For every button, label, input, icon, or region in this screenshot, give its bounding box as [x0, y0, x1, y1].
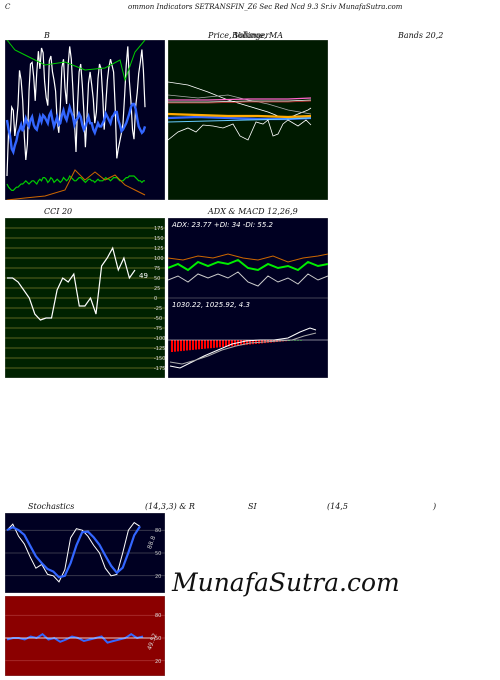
rsi-tick-label: 50 — [155, 636, 161, 642]
price-panel — [168, 40, 328, 200]
macd-hist-bar — [252, 340, 254, 345]
stoch-tick-label: 20 — [155, 574, 161, 580]
cci-tick-label: -25 — [154, 306, 162, 312]
cci-tick-label: 50 — [154, 276, 160, 282]
macd-hist-bar — [219, 340, 221, 348]
price-ma-red — [168, 100, 312, 104]
c-mark: C — [5, 3, 11, 11]
stoch-value-label: 88.8 — [146, 535, 157, 550]
stoch-d-line — [6, 525, 141, 579]
cci-title: CCI 20 — [44, 207, 73, 216]
stoch-title-si: SI — [248, 502, 257, 511]
macd-hist-bar — [201, 340, 203, 349]
bb-middle-line — [5, 102, 147, 156]
macd-hist-bar — [174, 340, 176, 352]
rsi-tick-label: 20 — [155, 659, 161, 665]
cci-tick-label: 100 — [154, 256, 164, 262]
macd-hist-bar — [249, 340, 251, 345]
watermark: MunafaSutra.com — [172, 568, 400, 597]
macd-hist-bar — [198, 340, 200, 350]
cci-panel: 175 150 125 100 75 50 25 0 -25 -50 -75 -100 -125 -150… — [5, 218, 165, 378]
stoch-title-param: (14,5 — [327, 502, 348, 511]
bb-lower-band-line — [6, 169, 146, 200]
price-title: Price, Volume, MA — [208, 31, 284, 40]
macd-hist-bar — [210, 340, 212, 349]
cci-line — [7, 246, 136, 321]
bands-title: Bands 20,2 — [398, 31, 444, 40]
macd-hist-bar — [243, 340, 245, 346]
bb-upper-band-line — [6, 40, 146, 82]
rsi-tick-label: 80 — [155, 613, 161, 619]
macd-hist-bar — [222, 340, 224, 347]
stochastics-panel: 80 50 20 88.8 — [5, 513, 165, 593]
macd-hist-bar — [183, 340, 185, 351]
bb-volume-line — [6, 174, 145, 191]
macd-hist-bar — [171, 340, 173, 352]
price-ma-pink — [168, 97, 312, 101]
macd-hist-bar — [189, 340, 191, 351]
stoch-title-left: Stochastics — [28, 502, 75, 511]
cci-tick-label: -175 — [154, 366, 165, 372]
cci-tick-label: 175 — [154, 226, 164, 232]
cci-tick-label: 25 — [154, 286, 160, 292]
price-ma-white-2 — [168, 99, 312, 103]
rsi-line — [6, 632, 144, 644]
macd-hist-bar — [216, 340, 218, 348]
adx-title: ADX & MACD 12,26,9 — [208, 207, 298, 216]
cci-tick-label: 125 — [154, 246, 164, 252]
macd-hist-bar — [192, 340, 194, 350]
stoch-title-mid: (14,3,3) & R — [145, 502, 195, 511]
macd-hist-bar — [228, 340, 230, 347]
macd-reading: 1030.22, 1025.92, 4.3 — [172, 301, 250, 309]
price-close-line — [168, 119, 312, 141]
macd-hist-bar — [231, 340, 233, 347]
macd-hist-bar — [207, 340, 209, 349]
price-ma-gray — [168, 94, 312, 115]
bb-title: B — [44, 31, 50, 40]
page-header: ommon Indicators SETRANSFIN_Z6 Sec Red N… — [128, 3, 403, 11]
macd-hist-bar — [195, 340, 197, 350]
macd-hist-bar — [180, 340, 182, 352]
adx-panel: ADX: 23.77 +DI: 34 -DI: 55.2 — [168, 218, 328, 298]
cci-tick-label: 75 — [154, 266, 160, 272]
cci-tick-label: 0 — [154, 296, 157, 302]
macd-bg — [168, 298, 328, 378]
bollinger-bg — [5, 40, 165, 200]
macd-panel: 1030.22, 1025.92, 4.3 — [168, 298, 328, 378]
macd-hist-bar — [255, 340, 257, 344]
bollinger-panel — [5, 40, 165, 200]
cci-tick-label: -50 — [154, 316, 162, 322]
macd-hist-bar — [186, 340, 188, 351]
cci-tick-label: 150 — [154, 236, 164, 242]
adx-reading: ADX: 23.77 +DI: 34 -DI: 55.2 — [171, 221, 274, 229]
stoch-tick-label: 50 — [155, 551, 161, 557]
macd-hist-bar — [177, 340, 179, 352]
price-ma-orange — [168, 112, 312, 119]
stoch-tick-label: 80 — [155, 528, 161, 534]
cci-tick-label: -125 — [154, 346, 165, 352]
plus-di-line — [168, 258, 328, 272]
cci-tick-label: -150 — [154, 356, 165, 362]
macd-hist-bar — [240, 340, 242, 346]
cci-tick-label: -100 — [154, 336, 165, 342]
macd-hist-bar — [258, 340, 260, 344]
macd-hist-bar — [246, 340, 248, 345]
macd-signal-line — [169, 332, 317, 365]
macd-line — [169, 327, 317, 369]
cci-value-label: 49 — [139, 272, 148, 280]
cci-tick-label: -75 — [154, 326, 162, 332]
macd-hist-bar — [225, 340, 227, 347]
macd-hist-bar — [213, 340, 215, 348]
minus-di-line — [168, 271, 328, 287]
macd-hist-bar — [204, 340, 206, 349]
price-title-overlap: Bollinger — [232, 31, 270, 40]
stoch-title-close: ) — [433, 502, 437, 511]
price-ma-skyblue — [168, 117, 312, 123]
adx-orange-line — [168, 253, 328, 263]
